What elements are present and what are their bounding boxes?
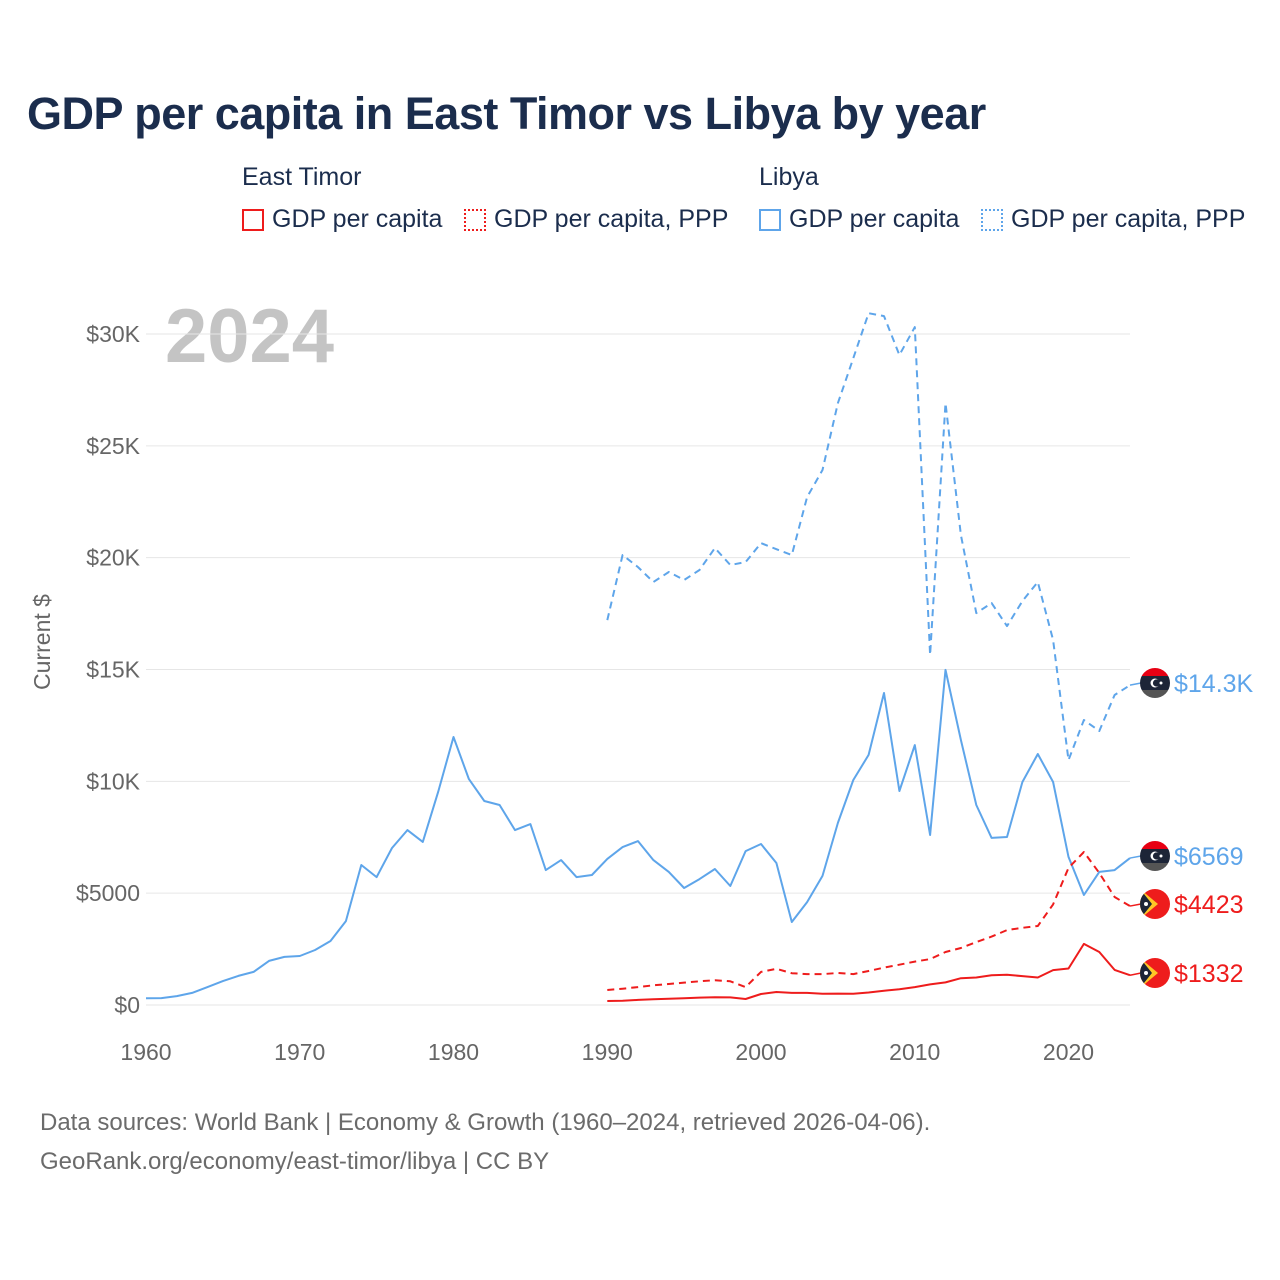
flag-body [1140, 841, 1170, 871]
x-tick-label: 1960 [120, 1039, 171, 1065]
series-line-libya-gdp-per-capita-ppp [606, 312, 1131, 762]
legend-label: GDP per capita, PPP [494, 205, 729, 233]
end-value-label: $4423 [1174, 891, 1244, 919]
end-connector [1129, 682, 1142, 686]
x-tick-label: 1980 [428, 1039, 479, 1065]
end-connector [1129, 903, 1142, 907]
east-timor-flag-icon [1140, 958, 1170, 988]
crescent-cut [1152, 679, 1161, 687]
flag-body [1140, 958, 1170, 988]
star [1144, 971, 1148, 975]
footer-url[interactable]: GeoRank.org/economy/east-timor/libya | C… [40, 1148, 550, 1175]
y-tick-label: $10K [86, 768, 140, 794]
x-tick-label: 2020 [1043, 1039, 1094, 1065]
series-line-libya-gdp-per-capita [145, 668, 1131, 1000]
star [1159, 681, 1163, 685]
flag-stripe [1140, 841, 1170, 849]
legend-item-east-timor-gdp[interactable]: GDP per capita [242, 205, 442, 234]
year-watermark: 2024 [165, 294, 334, 379]
flag-stripe [1140, 668, 1170, 676]
legend-swatch-dotted [464, 208, 486, 231]
end-connector [1129, 972, 1142, 976]
y-tick-label: $30K [86, 321, 140, 347]
star [1144, 902, 1148, 906]
libya-flag-icon [1140, 668, 1170, 698]
east-timor-flag-icon [1140, 889, 1170, 919]
end-value-label: $1332 [1174, 960, 1244, 988]
legend-group-libya: Libya [759, 163, 819, 191]
y-tick-label: $0 [114, 992, 140, 1018]
y-tick-label: $20K [86, 545, 140, 571]
legend-swatch-dotted [981, 208, 1003, 231]
y-axis-label: Current $ [29, 594, 55, 690]
libya-flag-icon [1140, 841, 1170, 871]
flag-body [1140, 889, 1170, 919]
y-tick-label: $15K [86, 657, 140, 683]
legend-group-east-timor: East Timor [242, 163, 362, 191]
flag-stripe [1140, 690, 1170, 698]
end-value-label: $6569 [1174, 843, 1244, 871]
legend-item-libya-ppp[interactable]: GDP per capita, PPP [981, 205, 1245, 234]
footer-sources: Data sources: World Bank | Economy & Gro… [40, 1109, 931, 1136]
x-tick-label: 1990 [582, 1039, 633, 1065]
x-tick-label: 1970 [274, 1039, 325, 1065]
crescent-cut [1152, 852, 1161, 860]
end-value-label: $14.3K [1174, 670, 1254, 698]
legend-item-libya-gdp[interactable]: GDP per capita [759, 205, 959, 234]
legend-label: GDP per capita [789, 205, 960, 233]
y-tick-label: $25K [86, 433, 140, 459]
x-tick-label: 2000 [735, 1039, 786, 1065]
legend-swatch-solid [242, 208, 264, 231]
x-tick-label: 2010 [889, 1039, 940, 1065]
legend-label: GDP per capita [272, 205, 443, 233]
y-tick-label: $5000 [76, 880, 140, 906]
legend-item-east-timor-ppp[interactable]: GDP per capita, PPP [464, 205, 728, 234]
flag-stripe [1140, 863, 1170, 871]
end-connector [1129, 855, 1142, 859]
series-line-east-timor-gdp-per-capita-ppp [607, 851, 1131, 991]
chart-title: GDP per capita in East Timor vs Libya by… [27, 88, 986, 139]
legend-label: GDP per capita, PPP [1011, 205, 1246, 233]
legend-swatch-solid [759, 208, 781, 231]
flag-body [1140, 668, 1170, 698]
star [1159, 854, 1163, 858]
series-line-east-timor-gdp-per-capita [607, 942, 1131, 1002]
